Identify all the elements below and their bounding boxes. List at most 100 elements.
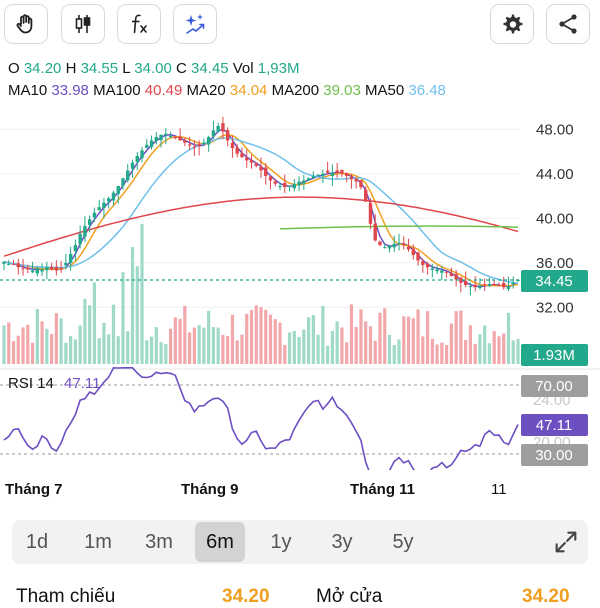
- candle-body: [378, 241, 382, 245]
- volume-bar: [154, 327, 158, 364]
- candle-body: [387, 246, 392, 249]
- rsi-lower-label: 30.00: [535, 447, 573, 464]
- candle-body: [107, 198, 111, 202]
- candle-body: [397, 242, 401, 244]
- candle-body: [344, 172, 349, 176]
- candle-body: [54, 266, 59, 271]
- candle-body: [297, 181, 301, 186]
- volume-bar: [478, 334, 482, 364]
- period-5y[interactable]: 5y: [392, 530, 414, 553]
- period-3m[interactable]: 3m: [145, 530, 173, 553]
- candle-body: [206, 137, 211, 145]
- candlestick-icon[interactable]: [61, 4, 105, 44]
- candle-body: [249, 160, 254, 163]
- close-label: C: [175, 60, 187, 77]
- rsi-label: RSI 14: [8, 375, 54, 392]
- close-value: 34.45: [191, 60, 229, 77]
- period-3y[interactable]: 3y: [331, 530, 353, 553]
- candle-body: [487, 283, 492, 287]
- candle-body: [402, 243, 406, 245]
- candle-body: [87, 219, 92, 226]
- low-label: L: [122, 60, 131, 77]
- candle-body: [316, 174, 320, 176]
- candlesticks: [2, 116, 520, 296]
- period-1m[interactable]: 1m: [84, 530, 112, 553]
- volume-bar: [287, 332, 292, 364]
- volume-bar: [54, 313, 58, 364]
- candle-body: [168, 135, 173, 137]
- volume-bar: [483, 325, 487, 364]
- volume-bar: [473, 343, 477, 364]
- ma20-label: MA20: [186, 82, 226, 99]
- price-tick-label: 40.00: [536, 210, 574, 227]
- candle-body: [492, 284, 496, 286]
- x-label-november: Tháng 11: [350, 481, 416, 498]
- candle-body: [164, 133, 168, 136]
- hand-icon[interactable]: [4, 4, 48, 44]
- price-tick-label: 32.00: [536, 299, 574, 316]
- candle-body: [211, 130, 216, 137]
- volume-bar: [69, 336, 73, 364]
- ma10-label: MA10: [8, 82, 48, 99]
- volume-bar: [445, 345, 449, 364]
- sparkle-icon[interactable]: [173, 4, 217, 44]
- candle-body: [59, 267, 63, 269]
- candle-body: [283, 182, 287, 188]
- x-label-11: 11: [491, 481, 507, 498]
- candle-body: [254, 163, 258, 166]
- function-icon[interactable]: [117, 4, 161, 44]
- volume-bar: [192, 327, 196, 364]
- candle-body: [478, 286, 482, 289]
- candle-body: [435, 269, 439, 272]
- candle-body: [302, 180, 306, 184]
- candle-body: [340, 169, 344, 174]
- candle-body: [440, 270, 444, 273]
- volume-bar: [159, 342, 163, 364]
- candle-body: [225, 130, 230, 141]
- candle-body: [7, 263, 11, 265]
- volume-bar: [302, 329, 306, 364]
- share-icon[interactable]: [546, 4, 590, 44]
- volume-bar: [49, 334, 54, 364]
- volume-bar: [102, 322, 106, 364]
- candle-body: [235, 147, 239, 154]
- volume-bar: [364, 321, 368, 364]
- toolbar: [0, 0, 600, 52]
- candle-body: [321, 173, 325, 177]
- volume-bar: [216, 327, 220, 364]
- volume-bar: [226, 336, 230, 364]
- candle-body: [97, 207, 101, 211]
- open-label: O: [8, 60, 20, 77]
- candle-body: [49, 267, 54, 270]
- candle-body: [482, 284, 487, 286]
- volume-bar: [454, 311, 458, 364]
- ma-readout: MA10 33.98 MA100 40.49 MA20 34.04 MA200 …: [8, 82, 446, 99]
- volume-bar: [40, 321, 44, 364]
- volume-value: 1,93M: [257, 60, 300, 77]
- candle-body: [173, 136, 178, 139]
- gear-icon[interactable]: [490, 4, 534, 44]
- candle-body: [330, 172, 335, 176]
- volume-bar: [397, 339, 401, 364]
- period-6m[interactable]: 6m: [195, 522, 245, 562]
- candle-body: [268, 176, 273, 181]
- ma50-value: 36.48: [408, 82, 446, 99]
- candle-body: [202, 142, 206, 144]
- period-1d[interactable]: 1d: [25, 530, 49, 553]
- expand-icon[interactable]: [552, 528, 580, 556]
- candle-body: [135, 155, 139, 162]
- candle-body: [73, 244, 78, 252]
- candle-body: [45, 267, 49, 271]
- candle-body: [64, 262, 68, 266]
- period-1y[interactable]: 1y: [270, 530, 292, 553]
- ma200-line: [279, 225, 519, 230]
- volume-bar: [411, 318, 415, 364]
- volume-bars: [2, 224, 520, 364]
- volume-bar: [168, 328, 173, 364]
- rsi-value-inline: 47.11: [64, 375, 100, 392]
- period-selector: 1d 1m 3m 6m 1y 3y 5y: [12, 520, 588, 564]
- volume-bar: [197, 325, 201, 364]
- volume-bar: [64, 342, 68, 364]
- candle-body: [245, 157, 249, 161]
